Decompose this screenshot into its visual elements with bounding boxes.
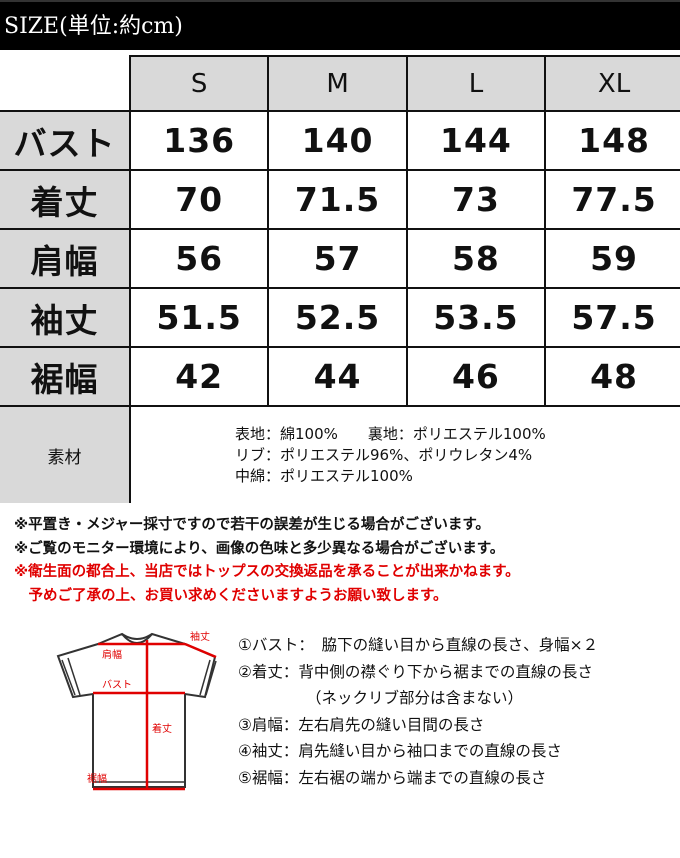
cell: 70	[128, 169, 270, 230]
diagram-label-length: 着丈	[152, 722, 172, 735]
cell: 77.5	[544, 169, 680, 230]
cell: 52.5	[267, 287, 408, 348]
row-label: 裾幅	[0, 346, 131, 407]
note: ※ご覧のモニター環境により、画像の色味と多少異なる場合がございます。	[14, 540, 505, 557]
cell: 59	[544, 228, 680, 289]
cell: 42	[128, 346, 270, 407]
cell: 51.5	[128, 287, 270, 348]
table-row: 裾幅 42 44 46 48	[0, 346, 680, 407]
cell: 73	[405, 169, 547, 230]
table-row: 袖丈 51.5 52.5 53.5 57.5	[0, 287, 680, 348]
cell: 144	[405, 110, 547, 171]
table-header-row: S M L XL	[0, 55, 680, 112]
material-line: リブ：ポリエステル96%、ポリウレタン4%	[235, 445, 533, 464]
size-header: L	[405, 55, 547, 112]
material-label: 素材	[0, 405, 131, 503]
material-line: 中綿：ポリエステル100%	[235, 466, 413, 485]
cell: 57	[267, 228, 408, 289]
description: （ネックリブ部分は含まない）	[306, 689, 524, 707]
cell: 71.5	[267, 169, 408, 230]
tshirt-outline-icon	[56, 632, 217, 788]
diagram-label-hem: 裾幅	[87, 772, 107, 785]
tshirt-diagram: 肩幅 バスト 着丈 袖丈 裾幅	[56, 630, 217, 791]
note: ※平置き・メジャー採寸ですので若干の誤差が生じる場合がございます。	[14, 517, 490, 533]
cell: 57.5	[544, 287, 680, 348]
material-line: 表地：綿100% 裏地：ポリエステル100%	[235, 424, 546, 443]
size-header: M	[267, 55, 408, 112]
table-row: バスト 136 140 144 148	[0, 110, 680, 171]
row-label: 袖丈	[0, 287, 131, 348]
row-label: バスト	[0, 110, 131, 171]
cell: 136	[128, 110, 270, 171]
cell: 44	[267, 346, 408, 407]
warning: ※衛生面の都合上、当店ではトップスの交換返品を承ることが出来かねます。	[14, 564, 520, 580]
material-row: 素材 表地：綿100% 裏地：ポリエステル100% リブ：ポリエステル96%、ポ…	[0, 405, 680, 503]
table-row: 着丈 70 71.5 73 77.5	[0, 169, 680, 230]
header-blank-cell	[0, 56, 131, 112]
table-row: 肩幅 56 57 58 59	[0, 228, 680, 289]
size-table: S M L XL バスト 136 140 144 148 着丈 70 71.5 …	[0, 55, 680, 503]
warning: 予めご了承の上、お買い求めくださいますようお願い致します。	[14, 587, 448, 604]
description: ⑤裾幅：左右裾の端から端までの直線の長さ	[238, 768, 547, 787]
notes: ※平置き・メジャー採寸ですので若干の誤差が生じる場合がございます。 ※ご覧のモニ…	[14, 514, 520, 608]
size-header: S	[128, 55, 270, 112]
cell: 58	[405, 228, 547, 289]
diagram-label-bust: バスト	[102, 679, 132, 691]
cell: 140	[267, 110, 408, 171]
size-header: XL	[544, 55, 680, 112]
cell: 148	[544, 110, 680, 171]
material-cell: 表地：綿100% 裏地：ポリエステル100% リブ：ポリエステル96%、ポリウレ…	[129, 405, 680, 503]
cell: 53.5	[405, 287, 547, 348]
description: ③肩幅：左右肩先の縫い目間の長さ	[238, 715, 485, 734]
description: ④袖丈：肩先縫い目から袖口までの直線の長さ	[238, 742, 562, 760]
measurement-descriptions: ①バスト： 脇下の縫い目から直線の長さ、身幅×２ ②着丈：背中側の襟ぐり下から裾…	[238, 632, 598, 791]
row-label: 着丈	[0, 169, 131, 230]
cell: 56	[128, 228, 270, 289]
diagram-label-shoulder: 肩幅	[102, 648, 122, 661]
description: ②着丈：背中側の襟ぐり下から裾までの直線の長さ	[238, 662, 593, 681]
cell: 48	[544, 346, 680, 407]
diagram-label-sleeve: 袖丈	[190, 630, 210, 643]
row-label: 肩幅	[0, 228, 131, 289]
measurement-lines	[93, 640, 217, 791]
description: ①バスト： 脇下の縫い目から直線の長さ、身幅×２	[238, 636, 599, 654]
cell: 46	[405, 346, 547, 407]
size-title: SIZE(単位:約cm)	[0, 0, 680, 50]
